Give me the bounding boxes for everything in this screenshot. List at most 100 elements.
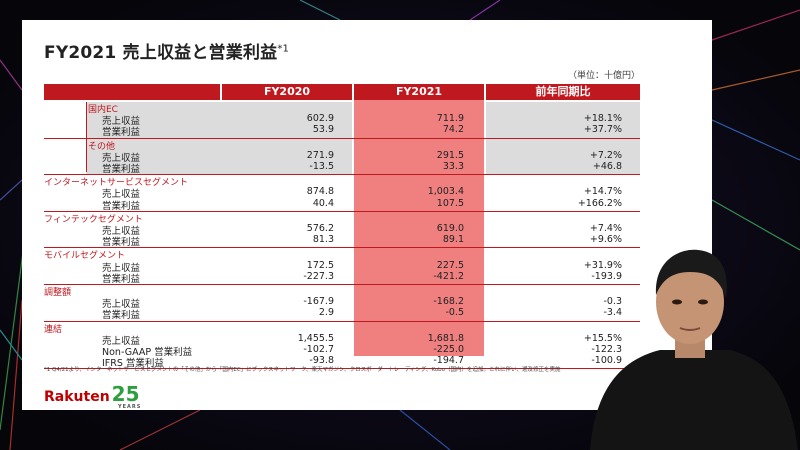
value-yoy: -122.3 bbox=[591, 344, 622, 355]
row-divider bbox=[44, 174, 640, 176]
row-divider bbox=[44, 210, 640, 212]
presenter-video bbox=[590, 249, 798, 450]
row-divider bbox=[44, 368, 640, 370]
value-yoy: +7.2% bbox=[589, 149, 622, 161]
segment-highlight bbox=[86, 102, 352, 138]
value-fy2020: 874.8 bbox=[306, 186, 334, 198]
value-fy2020: 2.9 bbox=[318, 307, 334, 319]
row-label: 売上収益 bbox=[102, 299, 141, 311]
value-fy2021: 291.5 bbox=[436, 149, 464, 161]
value-fy2020: 172.5 bbox=[306, 259, 334, 271]
table-header-blank bbox=[44, 84, 220, 100]
segment-highlight bbox=[486, 102, 640, 138]
segment-highlight bbox=[86, 138, 352, 175]
table-row: 営業利益 2.9 -0.5 -3.4 bbox=[44, 307, 640, 322]
value-yoy: -193.9 bbox=[591, 270, 622, 282]
value-fy2021: 74.2 bbox=[442, 124, 464, 136]
group-divider bbox=[86, 102, 87, 172]
value-fy2021: 227.5 bbox=[436, 259, 464, 271]
row-label: 営業利益 bbox=[102, 127, 141, 139]
rakuten-25-years-logo: Rakuten 25 YEARS bbox=[44, 382, 140, 410]
value-fy2021: 33.3 bbox=[442, 161, 464, 172]
slide-title-text: FY2021 売上収益と営業利益 bbox=[44, 43, 278, 63]
value-fy2020: 602.9 bbox=[306, 113, 334, 125]
unit-label: （単位：十億円） bbox=[567, 71, 640, 81]
value-fy2020: -167.9 bbox=[303, 296, 334, 308]
value-fy2021: 1,003.4 bbox=[427, 186, 464, 198]
value-fy2020: -102.7 bbox=[303, 344, 334, 355]
value-fy2021: -225.0 bbox=[433, 344, 464, 355]
value-fy2021: 89.1 bbox=[442, 234, 464, 246]
row-label: 営業利益 bbox=[102, 310, 141, 322]
row-divider bbox=[44, 137, 640, 139]
row-label: 営業利益 bbox=[102, 200, 141, 212]
value-yoy: +37.7% bbox=[583, 124, 622, 136]
table-row: 営業利益 81.3 89.1 +9.6% bbox=[44, 234, 640, 249]
value-yoy: -3.4 bbox=[603, 307, 622, 319]
row-label: 営業利益 bbox=[102, 273, 141, 285]
table-row: 営業利益 53.9 74.2 +37.7% bbox=[44, 124, 640, 139]
row-label: IFRS 営業利益 bbox=[102, 358, 164, 370]
column-header-fy2021: FY2021 bbox=[354, 84, 484, 100]
title-footnote-marker: *1 bbox=[277, 43, 290, 55]
row-label: 営業利益 bbox=[102, 237, 141, 249]
row-label: 売上収益 bbox=[102, 152, 141, 164]
row-label: 営業利益 bbox=[102, 164, 141, 175]
value-fy2020: 576.2 bbox=[306, 223, 334, 234]
table-row: 売上収益 602.9 711.9 +18.1% bbox=[44, 113, 640, 127]
table-row: IFRS 営業利益 -93.8 -194.7 -100.9 bbox=[44, 355, 640, 370]
row-divider bbox=[44, 320, 640, 322]
table-row: 売上収益 874.8 1,003.4 +14.7% bbox=[44, 186, 640, 201]
table-row: 売上収益 -167.9 -168.2 -0.3 bbox=[44, 296, 640, 311]
segment-title: 国内EC bbox=[88, 105, 118, 115]
table-row: 売上収益 1,455.5 1,681.8 +15.5% bbox=[44, 332, 640, 347]
logo-text: Rakuten bbox=[44, 389, 110, 405]
value-yoy: +15.5% bbox=[583, 332, 622, 344]
table-row: 売上収益 271.9 291.5 +7.2% bbox=[44, 149, 640, 164]
value-fy2020: 271.9 bbox=[306, 149, 334, 161]
logo-years: YEARS bbox=[118, 404, 142, 410]
value-yoy: -0.3 bbox=[603, 296, 622, 308]
value-yoy: +14.7% bbox=[583, 186, 622, 198]
segment-title: モバイルセグメント bbox=[44, 251, 126, 262]
value-fy2020: -93.8 bbox=[309, 355, 334, 367]
segment-title: 調整額 bbox=[44, 288, 72, 298]
value-yoy: +46.8 bbox=[592, 161, 622, 172]
value-yoy: +9.6% bbox=[589, 234, 622, 246]
value-yoy: +166.2% bbox=[577, 197, 622, 209]
value-fy2020: 40.4 bbox=[312, 197, 334, 209]
value-yoy: +7.4% bbox=[589, 223, 622, 234]
segment-title: フィンテックセグメント bbox=[44, 214, 143, 225]
column-header-fy2020: FY2020 bbox=[222, 84, 352, 100]
row-label: Non-GAAP 営業利益 bbox=[102, 347, 193, 358]
value-fy2021: 1,681.8 bbox=[427, 332, 464, 344]
table-row: Non-GAAP 営業利益 -102.7 -225.0 -122.3 bbox=[44, 344, 640, 358]
table-row: 売上収益 172.5 227.5 +31.9% bbox=[44, 259, 640, 274]
value-fy2021: 107.5 bbox=[436, 197, 464, 209]
row-divider bbox=[44, 247, 640, 249]
value-fy2021: 619.0 bbox=[436, 223, 464, 234]
value-fy2021: -194.7 bbox=[433, 355, 464, 367]
segment-title: インターネットサービスセグメント bbox=[44, 178, 189, 189]
value-yoy: -100.9 bbox=[591, 355, 622, 367]
row-divider bbox=[44, 284, 640, 285]
value-fy2020: -13.5 bbox=[309, 161, 334, 172]
column-header-yoy: 前年同期比 bbox=[486, 84, 640, 100]
table-row: 売上収益 576.2 619.0 +7.4% bbox=[44, 223, 640, 237]
value-yoy: +18.1% bbox=[583, 113, 622, 125]
row-label: 売上収益 bbox=[102, 189, 141, 201]
segment-title: 連結 bbox=[44, 324, 63, 335]
logo-number: 25 bbox=[111, 382, 140, 406]
value-fy2020: 81.3 bbox=[312, 234, 334, 246]
value-fy2021: -168.2 bbox=[433, 296, 464, 308]
value-yoy: +31.9% bbox=[583, 259, 622, 271]
fy2021-column-highlight bbox=[354, 100, 484, 356]
segment-highlight bbox=[486, 138, 640, 175]
table-row: 営業利益 -227.3 -421.2 -193.9 bbox=[44, 270, 640, 285]
value-fy2020: 1,455.5 bbox=[297, 332, 334, 344]
table-row: 営業利益 40.4 107.5 +166.2% bbox=[44, 197, 640, 212]
presentation-slide: FY2021 売上収益と営業利益*1 （単位：十億円） FY2020 FY202… bbox=[22, 20, 712, 410]
slide-title: FY2021 売上収益と営業利益*1 bbox=[44, 38, 289, 63]
table-row: 営業利益 -13.5 33.3 +46.8 bbox=[44, 161, 640, 175]
value-fy2021: 711.9 bbox=[436, 113, 464, 125]
